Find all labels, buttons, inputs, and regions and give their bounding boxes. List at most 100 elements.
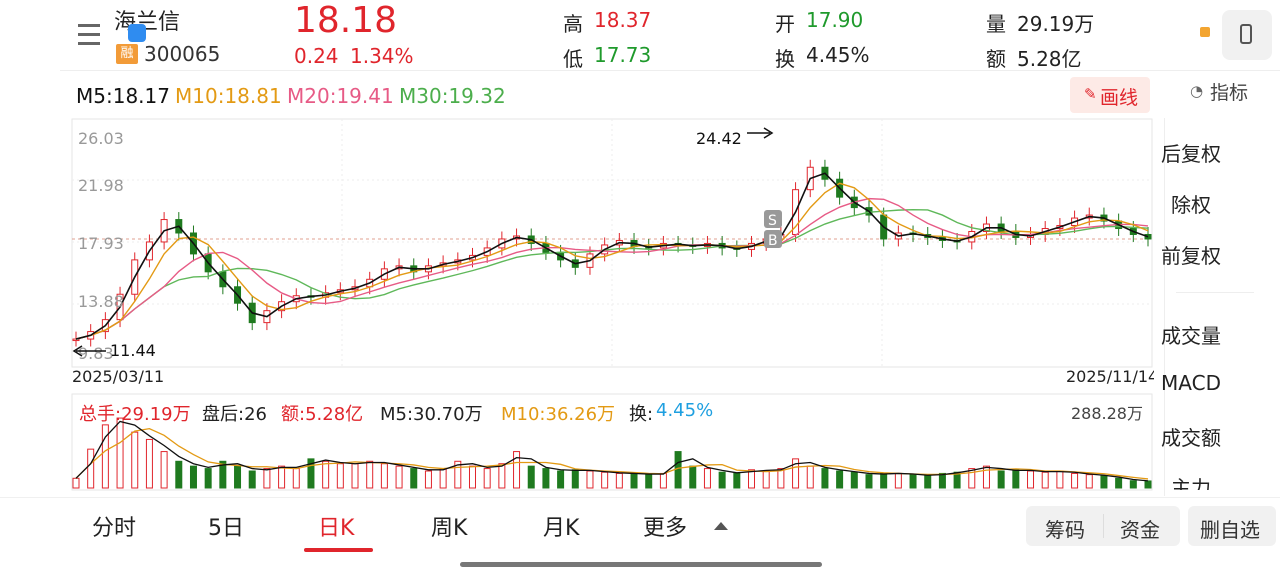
- volume-bar: [175, 460, 183, 489]
- volume-bar: [982, 465, 990, 489]
- phone-button[interactable]: [1222, 10, 1272, 60]
- volume-bar: [777, 468, 785, 489]
- volume-bar: [689, 465, 697, 489]
- side-amount[interactable]: 成交额: [1161, 426, 1221, 450]
- volume-bar: [234, 465, 242, 489]
- ma5-label: M5:18.17: [76, 84, 170, 108]
- vol-max: 288.28万: [1071, 404, 1143, 423]
- volume-bar: [586, 470, 594, 489]
- current-price: 18.18: [294, 0, 398, 41]
- margin-badge: 融: [116, 44, 138, 64]
- vol-turn-label: 换:: [629, 404, 654, 425]
- side-back-adjust[interactable]: 后复权: [1161, 142, 1221, 166]
- volume-bar: [483, 468, 491, 489]
- ma20-line: [75, 197, 1149, 340]
- remove-watchlist-label: 删自选: [1200, 518, 1260, 542]
- candle-body: [72, 338, 80, 342]
- side-forward-adjust[interactable]: 前复权: [1161, 244, 1221, 268]
- volume-bar: [1144, 480, 1152, 489]
- caret-up-icon[interactable]: [714, 522, 728, 530]
- volume-bar: [733, 472, 741, 489]
- volume-bar: [204, 468, 212, 489]
- remove-watchlist-button[interactable]: 删自选: [1188, 506, 1276, 546]
- side-main-force[interactable]: 主力: [1171, 476, 1211, 490]
- low-label: 低: [563, 47, 583, 71]
- volume-bar: [116, 417, 124, 489]
- kline-chart[interactable]: 26.03 21.98 17.93 13.88 9.83 24.42 11.44…: [70, 118, 1154, 492]
- ma30-line: [75, 208, 1149, 340]
- end-date: 2025/11/14: [1066, 367, 1154, 386]
- volume-bar: [997, 470, 1005, 489]
- volume-bar: [1085, 474, 1093, 489]
- volume-bar: [263, 468, 271, 489]
- volume-bar: [1100, 475, 1108, 489]
- volume-bar: [674, 451, 682, 489]
- side-macd[interactable]: MACD: [1161, 371, 1221, 395]
- ma20-label: M20:19.41: [287, 84, 394, 108]
- volume-bar: [513, 451, 521, 489]
- tab-more[interactable]: 更多: [643, 516, 688, 541]
- y-tick-4: 13.88: [78, 292, 124, 311]
- volume-bar: [439, 468, 447, 489]
- turnover-label: 换: [775, 47, 795, 71]
- tab-weekly-k[interactable]: 周K: [431, 516, 468, 541]
- volume-bar: [498, 463, 506, 489]
- volume-bar: [145, 438, 153, 489]
- volume-bar: [836, 470, 844, 489]
- tab-intraday[interactable]: 分时: [92, 516, 137, 541]
- active-tab-indicator: [304, 548, 373, 552]
- volume-bar: [278, 465, 286, 489]
- volume-bar: [351, 463, 359, 489]
- vol-total: 总手:29.19万: [79, 404, 191, 425]
- turnover-value: 4.45%: [806, 43, 870, 67]
- volume-bar: [160, 451, 168, 489]
- draw-line-button[interactable]: ✎ 画线: [1070, 77, 1150, 113]
- volume-bar: [292, 468, 300, 489]
- chips-button[interactable]: 筹码: [1045, 518, 1085, 542]
- volume-label: 量: [986, 12, 1006, 36]
- max-arrow-head: [763, 127, 774, 139]
- indicator-button[interactable]: ◔ 指标: [1188, 78, 1254, 104]
- volume-bar: [1056, 470, 1064, 489]
- sell-marker-bg: [764, 210, 782, 228]
- volume-bar: [101, 424, 109, 489]
- volume-bar: [880, 472, 888, 489]
- volume-bar: [938, 472, 946, 489]
- volume-bar: [189, 465, 197, 489]
- y-tick-3: 17.93: [78, 234, 124, 253]
- funds-button[interactable]: 资金: [1120, 518, 1160, 542]
- y-tick-1: 26.03: [78, 129, 124, 148]
- volume-bar: [527, 465, 535, 489]
- phone-icon: [1240, 24, 1252, 44]
- tab-monthly-k[interactable]: 月K: [543, 516, 580, 541]
- tab-daily-k[interactable]: 日K: [318, 516, 355, 541]
- menu-icon[interactable]: [78, 22, 102, 48]
- vol-turn-value: 4.45%: [656, 400, 714, 421]
- side-volume[interactable]: 成交量: [1161, 324, 1221, 348]
- tab-5day[interactable]: 5日: [208, 516, 244, 541]
- vma10-line: [75, 427, 1149, 480]
- volume-bar: [645, 474, 653, 489]
- volume-bar: [850, 471, 858, 489]
- volume-bar: [894, 472, 902, 489]
- volume-bar: [336, 463, 344, 489]
- volume-bar: [366, 460, 374, 489]
- volume-bar: [72, 477, 80, 489]
- volume-bar: [410, 468, 418, 489]
- badge-icon: [128, 24, 146, 42]
- indicator-label: 指标: [1210, 82, 1249, 104]
- volume-bar: [1041, 471, 1049, 489]
- high-value: 18.37: [594, 8, 652, 32]
- home-indicator: [460, 562, 822, 567]
- volume-bar: [865, 474, 873, 489]
- volume-bar: [718, 471, 726, 489]
- volume-bar: [468, 465, 476, 489]
- side-ex-rights[interactable]: 除权: [1171, 193, 1211, 217]
- price-change-pct: 1.34%: [350, 44, 414, 68]
- volume-bar: [219, 460, 227, 489]
- orange-dot-icon: [1200, 27, 1210, 37]
- pencil-icon: ✎: [1084, 85, 1097, 103]
- volume-bar: [1027, 470, 1035, 489]
- volume-bar: [248, 470, 256, 489]
- ma30-label: M30:19.32: [399, 84, 506, 108]
